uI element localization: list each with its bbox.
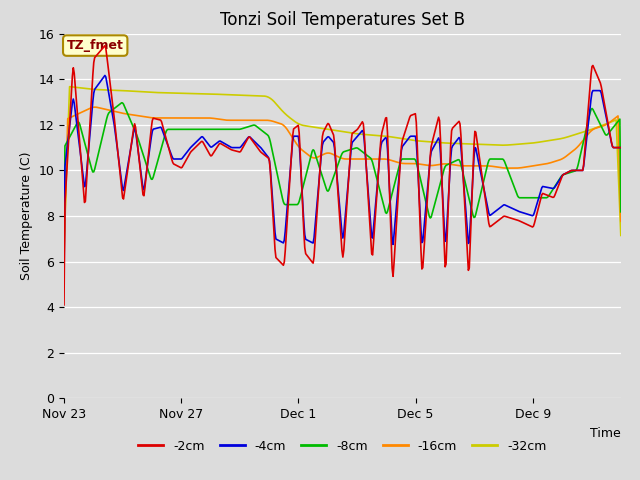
Text: TZ_fmet: TZ_fmet <box>67 39 124 52</box>
Y-axis label: Soil Temperature (C): Soil Temperature (C) <box>20 152 33 280</box>
X-axis label: Time: Time <box>590 427 621 440</box>
Title: Tonzi Soil Temperatures Set B: Tonzi Soil Temperatures Set B <box>220 11 465 29</box>
Legend: -2cm, -4cm, -8cm, -16cm, -32cm: -2cm, -4cm, -8cm, -16cm, -32cm <box>133 435 552 458</box>
